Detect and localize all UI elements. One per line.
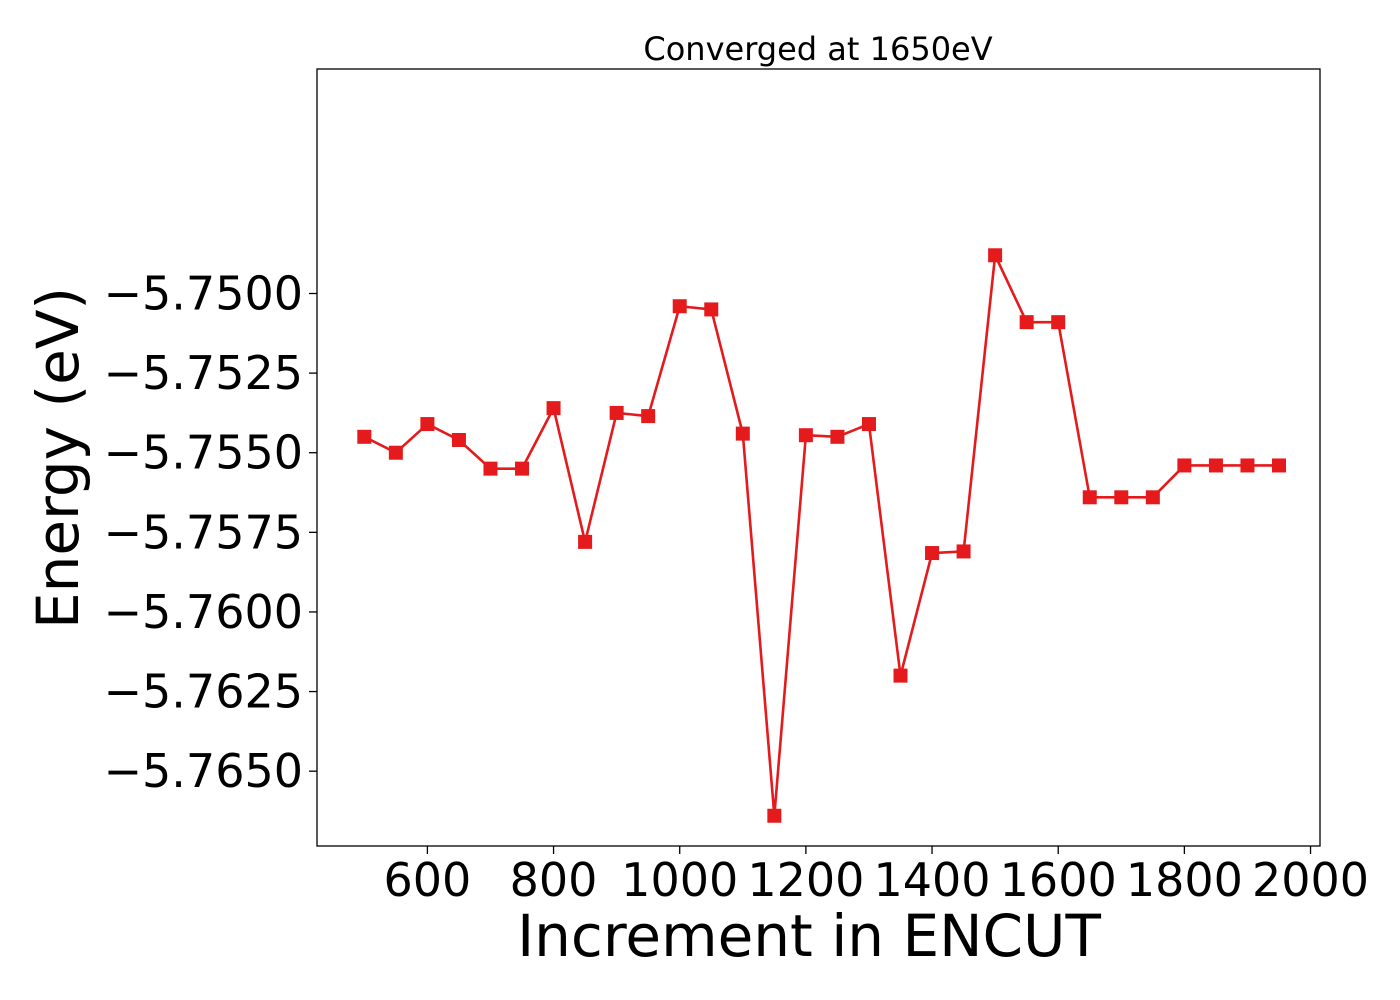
data-point — [546, 401, 561, 416]
data-point — [893, 668, 908, 683]
data-point — [988, 248, 1003, 263]
x-tick-label: 1200 — [747, 853, 864, 907]
x-axis-label: Increment in ENCUT — [517, 902, 1101, 970]
data-point — [451, 432, 466, 447]
data-point — [388, 445, 403, 460]
data-point — [1114, 490, 1129, 505]
data-point — [1145, 490, 1160, 505]
y-tick-label: −5.7550 — [104, 426, 304, 480]
data-point — [767, 808, 782, 823]
data-point — [1208, 458, 1223, 473]
plot-area — [316, 68, 1321, 847]
data-point — [420, 417, 435, 432]
data-point — [609, 405, 624, 420]
data-point — [672, 299, 687, 314]
data-point — [735, 426, 750, 441]
x-tick-label: 800 — [510, 853, 598, 907]
y-tick-label: −5.7650 — [104, 744, 304, 798]
y-tick-label: −5.7600 — [104, 585, 304, 639]
x-tick-label: 1000 — [621, 853, 738, 907]
x-tick-label: 1400 — [874, 853, 991, 907]
data-point — [1019, 315, 1034, 330]
data-point — [483, 461, 498, 476]
data-point — [861, 417, 876, 432]
y-tick-label: −5.7625 — [104, 665, 304, 719]
data-point — [956, 544, 971, 559]
x-tick-label: 2000 — [1252, 853, 1369, 907]
y-tick-label: −5.7575 — [104, 505, 304, 559]
data-point — [798, 428, 813, 443]
series-layer — [357, 248, 1286, 823]
data-point — [641, 409, 656, 424]
data-point — [925, 546, 940, 561]
data-point — [578, 534, 593, 549]
data-point — [830, 429, 845, 444]
x-tick-label: 1600 — [1000, 853, 1117, 907]
y-tick-label: −5.7525 — [104, 346, 304, 400]
data-point — [357, 429, 372, 444]
data-point — [1051, 315, 1066, 330]
data-point — [1082, 490, 1097, 505]
y-axis-ticks: −5.7500 −5.7525 −5.7550 −5.7575 −5.7600 −5.76… — [104, 267, 317, 798]
data-point — [1240, 458, 1255, 473]
x-tick-label: 600 — [383, 853, 471, 907]
x-axis-ticks: 600 800 1000 1200 1400 1600 1800 2000 — [383, 846, 1369, 907]
data-point — [515, 461, 530, 476]
chart-title: Converged at 1650eV — [643, 30, 992, 68]
data-point — [1177, 458, 1192, 473]
y-tick-label: −5.7500 — [104, 267, 304, 321]
y-axis-label: Energy (eV) — [24, 287, 92, 629]
data-point — [1271, 458, 1286, 473]
x-tick-label: 1800 — [1126, 853, 1243, 907]
data-point — [704, 302, 719, 317]
